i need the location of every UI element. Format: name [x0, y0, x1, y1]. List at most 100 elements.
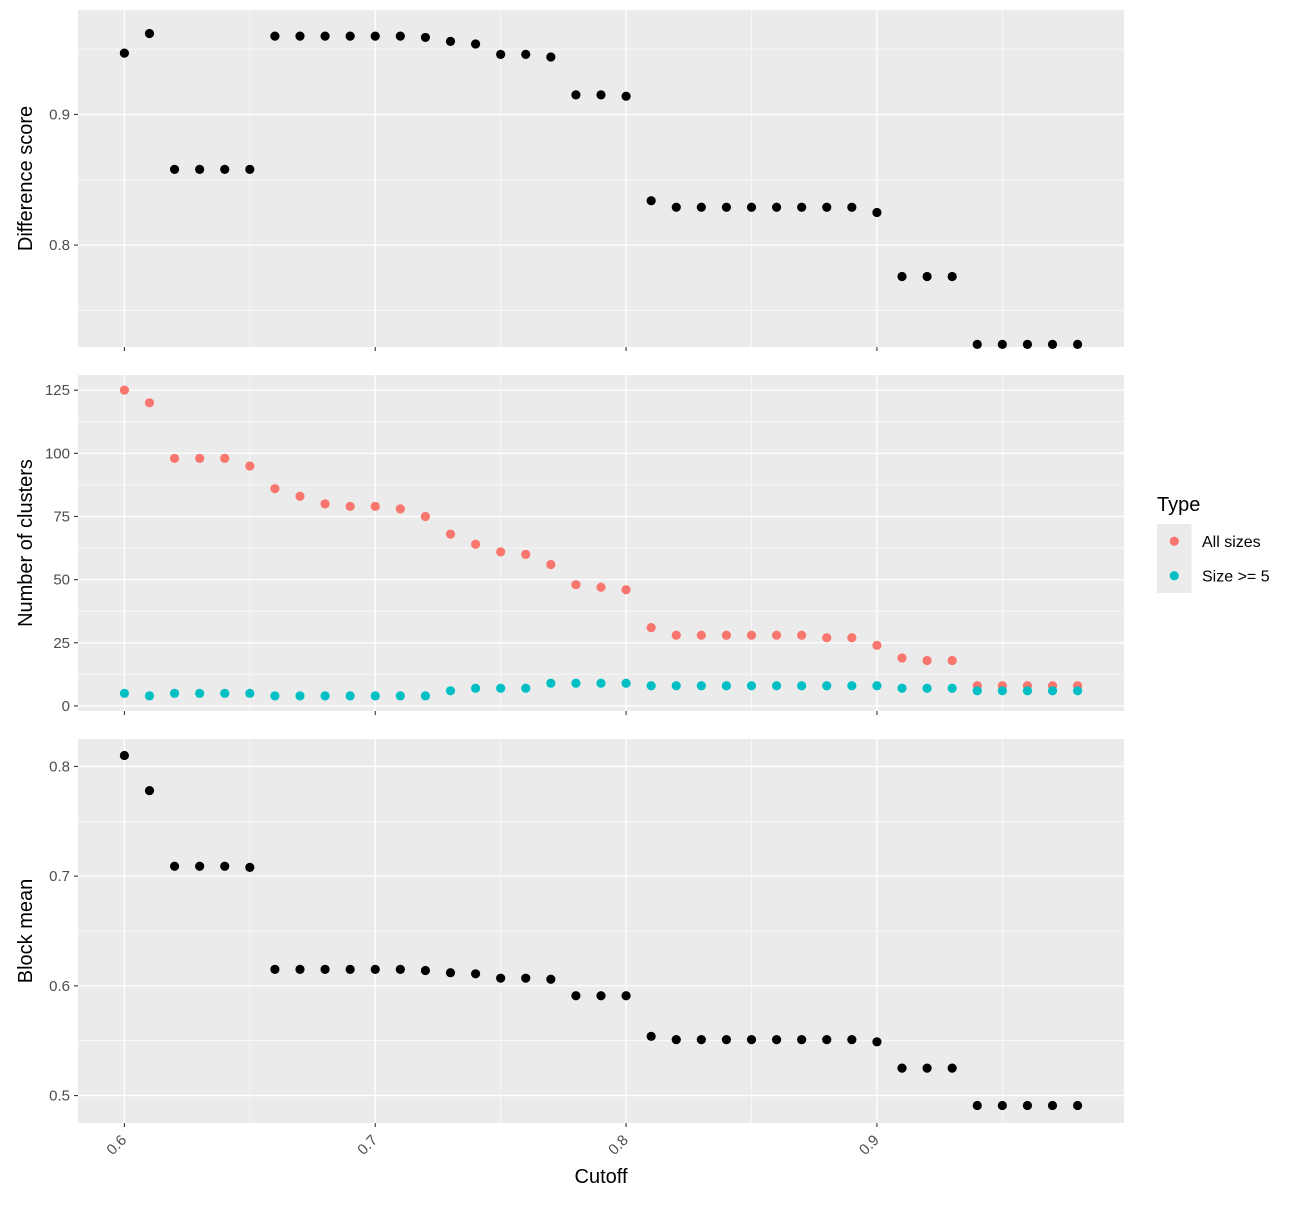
data-point: [897, 1063, 907, 1073]
data-point: [746, 681, 757, 691]
data-point: [671, 630, 681, 640]
data-point: [1022, 686, 1033, 696]
data-point: [721, 1035, 732, 1045]
legend: Type All sizes Size >= 5: [1157, 494, 1270, 593]
data-point: [320, 499, 330, 509]
data-point: [470, 969, 481, 979]
data-point: [1047, 1100, 1058, 1111]
data-point: [320, 691, 330, 701]
panel-1: 0.8 0.9 Difference score: [15, 10, 1124, 351]
data-point: [144, 398, 155, 408]
data-point: [420, 691, 431, 701]
data-point: [470, 539, 481, 549]
data-point: [771, 1035, 782, 1045]
data-point: [947, 683, 957, 693]
data-point: [295, 491, 305, 501]
data-point: [947, 655, 957, 666]
data-point: [496, 49, 506, 60]
data-point: [370, 501, 380, 511]
series-points: [119, 28, 1083, 349]
data-point: [872, 640, 882, 650]
data-point: [771, 202, 782, 212]
y-axis-title: Block mean: [15, 879, 37, 984]
data-point: [872, 681, 882, 691]
data-point: [546, 559, 556, 570]
data-point: [972, 686, 982, 696]
data-point: [370, 691, 380, 701]
data-point: [671, 681, 681, 691]
data-point: [295, 964, 305, 975]
panel-2: 0 25 50 75 100 125 Number of clusters Type All s…: [15, 375, 1270, 715]
data-point: [621, 991, 631, 1001]
y-tick-label: 0.8: [49, 758, 70, 775]
data-point: [245, 164, 255, 174]
data-point: [220, 861, 230, 871]
data-point: [370, 964, 380, 975]
panel-3: 0.5 0.6 0.7 0.8 Block mean 0.6 0.7 0.8 0.9 Cutoff: [15, 739, 1124, 1188]
y-axis-title: Difference score: [15, 106, 37, 251]
x-tick-label: 0.8: [605, 1132, 632, 1159]
data-point: [922, 1063, 932, 1073]
data-point: [797, 630, 807, 640]
data-point: [521, 683, 531, 693]
y-tick-label: 0.8: [49, 237, 70, 254]
data-point: [696, 202, 706, 212]
legend-key-point: [1169, 571, 1179, 581]
data-point: [1072, 686, 1083, 696]
data-point: [445, 968, 456, 978]
data-point: [872, 1037, 882, 1047]
data-point: [169, 453, 180, 463]
data-point: [746, 630, 757, 640]
data-point: [220, 688, 230, 698]
data-point: [571, 678, 581, 688]
data-point: [546, 52, 556, 62]
data-point: [195, 688, 205, 698]
data-point: [646, 1031, 656, 1041]
data-point: [345, 964, 355, 975]
data-point: [245, 862, 255, 872]
data-point: [947, 271, 957, 282]
x-axis-title: Cutoff: [575, 1166, 628, 1188]
data-point: [470, 39, 481, 49]
y-tick-label: 125: [45, 382, 70, 399]
data-point: [972, 1100, 982, 1111]
data-point: [320, 31, 330, 41]
data-point: [847, 633, 857, 643]
data-point: [395, 691, 405, 701]
data-point: [822, 1035, 832, 1045]
data-point: [195, 453, 205, 463]
data-point: [169, 688, 180, 698]
data-point: [195, 861, 205, 871]
data-point: [997, 339, 1007, 349]
panel-background: [78, 375, 1124, 711]
data-point: [897, 683, 907, 693]
data-point: [621, 585, 631, 595]
data-point: [395, 31, 405, 41]
data-point: [797, 1035, 807, 1045]
data-point: [746, 1035, 757, 1045]
data-point: [922, 683, 932, 693]
data-point: [947, 1063, 957, 1073]
data-point: [370, 31, 380, 41]
data-point: [571, 991, 581, 1001]
data-point: [771, 681, 782, 691]
data-point: [270, 484, 280, 494]
y-tick-label: 0.6: [49, 978, 70, 995]
data-point: [671, 1035, 681, 1045]
data-point: [596, 678, 606, 688]
data-point: [345, 691, 355, 701]
data-point: [621, 91, 631, 101]
data-point: [922, 655, 932, 666]
data-point: [345, 31, 355, 41]
data-point: [696, 1035, 706, 1045]
data-point: [521, 49, 531, 60]
data-point: [546, 974, 556, 984]
legend-label: All sizes: [1202, 534, 1261, 551]
data-point: [847, 202, 857, 212]
data-point: [671, 202, 681, 212]
data-point: [746, 202, 757, 212]
data-point: [220, 453, 230, 463]
data-point: [847, 681, 857, 691]
data-point: [1047, 686, 1058, 696]
